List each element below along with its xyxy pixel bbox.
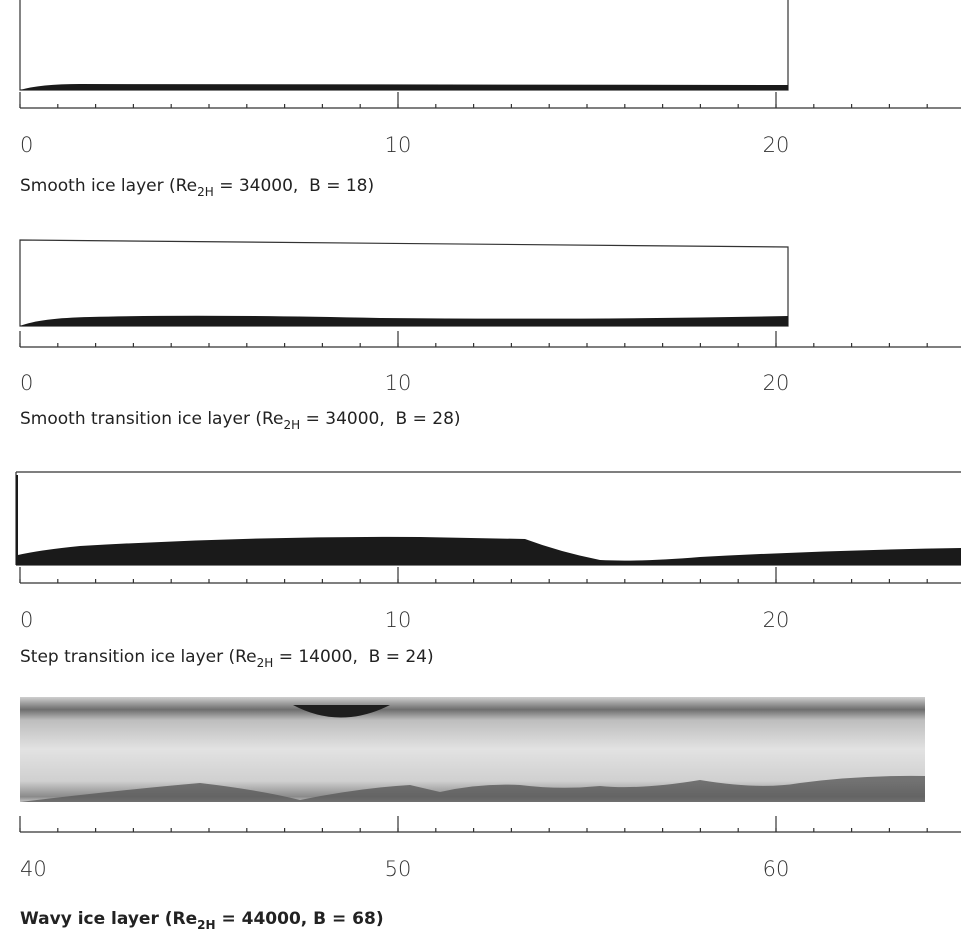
caption-subscript: 2H <box>284 418 301 432</box>
tick-label: 20 <box>763 371 790 395</box>
tick-label: 10 <box>385 133 412 157</box>
caption-text: Smooth ice layer (Re <box>20 176 197 196</box>
ruler: 0 10 20 <box>20 331 961 395</box>
caption-subscript: 2H <box>197 185 214 199</box>
tick-label: 50 <box>385 857 412 881</box>
caption: Smooth ice layer (Re2H = 34000, B = 18) <box>20 176 374 199</box>
page: 01020Smooth ice layer (Re2H = 34000, B =… <box>0 0 961 943</box>
tick-label: 40 <box>20 857 47 881</box>
ruler: 0 10 20 <box>20 92 961 157</box>
channel-smooth-transition <box>20 240 788 326</box>
tick-label: 10 <box>385 371 412 395</box>
caption: Wavy ice layer (Re2H = 44000, B = 68) <box>20 909 384 932</box>
caption-subscript: 2H <box>197 918 215 932</box>
caption-text: = 34000, B = 18) <box>214 176 374 196</box>
ruler: 0 10 20 <box>20 567 961 632</box>
ruler: 40 50 60 <box>20 816 961 881</box>
caption-text: = 14000, B = 24) <box>273 647 433 667</box>
tick-label: 0 <box>20 371 33 395</box>
channel-step-transition <box>16 472 961 565</box>
caption-text: Wavy ice layer (Re <box>20 909 197 929</box>
caption-text: Smooth transition ice layer (Re <box>20 409 284 429</box>
caption: Step transition ice layer (Re2H = 14000,… <box>20 647 434 670</box>
tick-label: 10 <box>385 608 412 632</box>
caption-text: Step transition ice layer (Re <box>20 647 257 667</box>
caption: Smooth transition ice layer (Re2H = 3400… <box>20 409 461 432</box>
tick-label: 0 <box>20 608 33 632</box>
figure: 01020Smooth ice layer (Re2H = 34000, B =… <box>0 0 961 943</box>
tick-label: 20 <box>763 133 790 157</box>
channel-wavy-photo <box>20 697 925 802</box>
caption-subscript: 2H <box>257 656 274 670</box>
tick-label: 60 <box>763 857 790 881</box>
channel-smooth <box>20 0 788 90</box>
caption-text: = 44000, B = 68) <box>216 909 384 929</box>
caption-text: = 34000, B = 28) <box>300 409 460 429</box>
tick-label: 0 <box>20 133 33 157</box>
tick-label: 20 <box>763 608 790 632</box>
